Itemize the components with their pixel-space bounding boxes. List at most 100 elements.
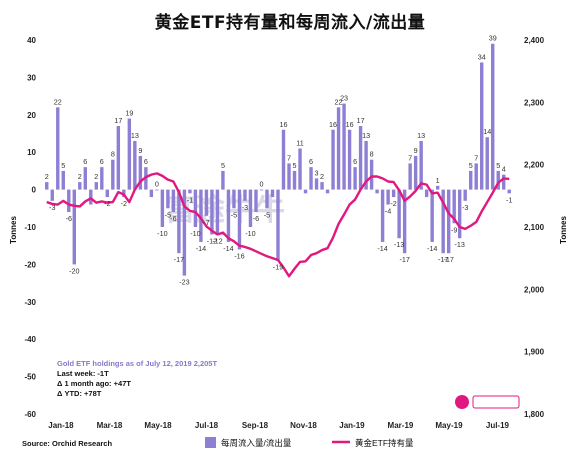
y-left-tick-label: -50	[24, 373, 36, 382]
holdings-line	[46, 172, 510, 278]
bar-data-label: 1	[436, 176, 440, 185]
logo	[455, 395, 520, 409]
x-tick-label: Jan-18	[48, 421, 74, 430]
bar-data-label: 8	[370, 150, 374, 159]
flow-bar	[45, 182, 49, 190]
flow-bar	[248, 189, 253, 227]
bar-data-label: 7	[408, 153, 412, 162]
bar-data-label: 7	[474, 153, 478, 162]
flow-bar	[347, 129, 352, 190]
y-left-tick-label: -20	[24, 260, 36, 269]
x-tick-label: May-19	[435, 421, 463, 430]
bar-data-label: 8	[111, 150, 115, 159]
flow-bar	[292, 170, 297, 190]
bar-data-label: 2	[320, 172, 324, 181]
x-tick-label: Jan-19	[339, 421, 365, 430]
bar-data-label: -9	[451, 225, 457, 234]
flow-bar	[166, 189, 170, 209]
bar-data-label: 16	[329, 120, 337, 129]
bar-data-label: 0	[259, 180, 263, 189]
flow-bar	[105, 189, 110, 198]
bar-data-label: -13	[454, 240, 464, 249]
bar-data-label: 7	[287, 153, 291, 162]
flow-bar	[232, 189, 236, 209]
bar-data-label: -12	[207, 236, 217, 245]
bar-data-label: -14	[377, 244, 387, 253]
legend-line-label: 黄金ETF持有量	[355, 438, 414, 448]
flow-bar	[127, 118, 132, 190]
bar-data-label: 11	[296, 138, 303, 147]
flow-bar	[452, 189, 456, 224]
y-right-tick-label: 2,000	[524, 285, 545, 294]
flow-bar	[469, 170, 473, 190]
flow-bar	[138, 155, 143, 190]
flow-bar	[303, 189, 308, 194]
flow-bar	[336, 107, 341, 190]
bar-data-label: 5	[221, 161, 225, 170]
bar-data-label: 19	[125, 109, 133, 118]
bar-data-label: 22	[54, 97, 62, 106]
bar-data-label: -16	[234, 251, 244, 260]
chart-title: 黄金ETF持有量和每周流入/流出量	[154, 13, 426, 33]
bar-data-label: -5	[264, 210, 270, 219]
flow-bar	[325, 189, 330, 194]
flow-bar	[314, 178, 319, 190]
bar-data-label: 6	[83, 157, 87, 166]
y-right-tick-label: 1,900	[524, 348, 545, 357]
flow-bar	[287, 163, 291, 190]
y-right-axis-title: Tonnes	[559, 216, 568, 244]
flow-bar	[320, 182, 324, 190]
x-tick-label: Nov-18	[290, 421, 317, 430]
bar-data-label: -1	[506, 195, 512, 204]
bar-data-label: 5	[469, 161, 473, 170]
source-note: Source: Orchid Research	[22, 439, 112, 448]
bar-data-label: 34	[478, 52, 486, 61]
flow-bar	[419, 140, 423, 190]
bar-data-label: 6	[144, 157, 148, 166]
flow-bar	[342, 103, 346, 190]
flow-bar	[61, 170, 65, 190]
bar-data-label: -5	[165, 210, 171, 219]
y-left-axis-title: Tonnes	[9, 216, 18, 244]
flow-bar	[111, 159, 115, 190]
x-tick-label: Mar-19	[388, 421, 414, 430]
bar-data-label: -17	[443, 255, 453, 264]
flow-bar	[430, 189, 434, 242]
flow-bar	[56, 107, 60, 190]
flow-bar	[188, 189, 192, 194]
flow-bar	[474, 163, 478, 190]
flow-bar	[50, 189, 54, 201]
y-left-tick-label: -60	[24, 410, 36, 419]
flow-bar	[358, 126, 363, 190]
y-left-tick-label: 20	[27, 111, 36, 120]
y-left-tick-label: 10	[27, 148, 36, 157]
bar-data-label: -3	[49, 203, 55, 212]
flow-bar	[149, 189, 154, 198]
flow-bar	[364, 140, 368, 190]
flow-bar	[193, 189, 198, 227]
one-month-note: Δ 1 month ago: +47T	[57, 379, 131, 388]
logo-mark-icon	[455, 395, 469, 409]
flow-bar	[72, 189, 76, 265]
flow-bar	[408, 163, 412, 190]
ytd-note: Δ YTD: +78T	[57, 389, 102, 398]
bar-data-label: 9	[138, 146, 142, 155]
flow-bar	[182, 189, 187, 276]
bar-data-label: 17	[357, 116, 365, 125]
flow-bar	[177, 189, 181, 254]
flow-bar	[155, 189, 159, 191]
bar-data-label: 2	[94, 172, 98, 181]
x-tick-label: Jul-18	[195, 421, 219, 430]
bar-data-label: 23	[340, 94, 348, 103]
bar-data-label: -6	[170, 214, 176, 223]
bar-data-label: -13	[394, 240, 404, 249]
bar-data-label: 22	[335, 97, 343, 106]
bar-data-label: 9	[414, 146, 418, 155]
flow-bar	[435, 185, 440, 190]
holdings-note: Gold ETF holdings as of July 12, 2019 2,…	[57, 359, 217, 368]
y-right-tick-label: 2,400	[524, 36, 545, 45]
bar-data-label: 16	[346, 120, 354, 129]
flow-bar	[331, 129, 335, 190]
flow-bar	[386, 189, 390, 205]
